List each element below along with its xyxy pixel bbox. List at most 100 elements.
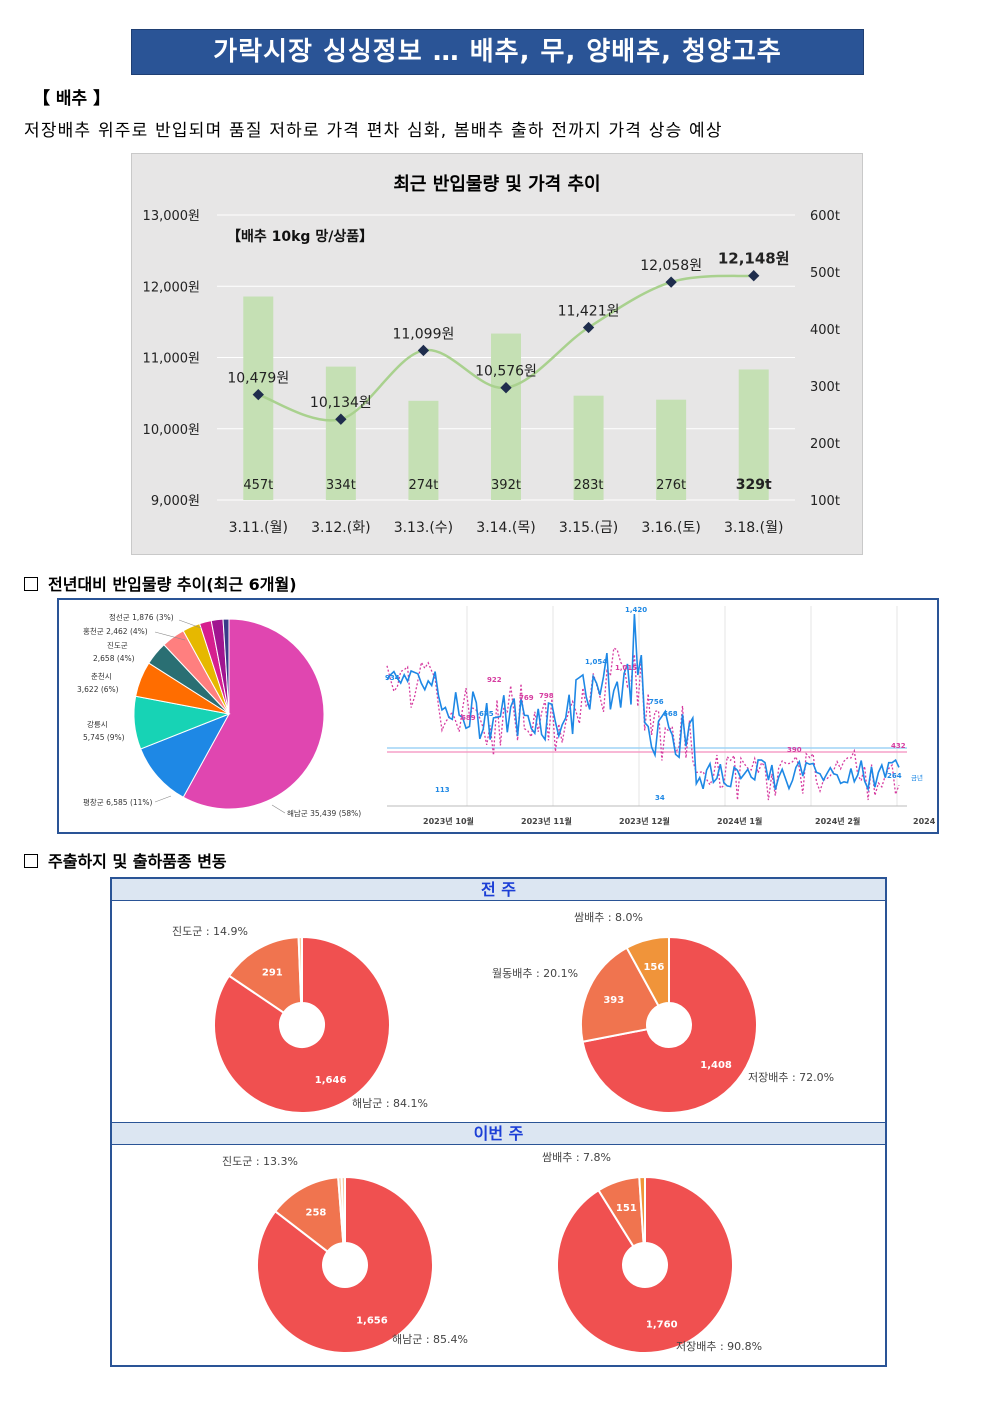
x-tick-label: 3.15.(금) (559, 520, 618, 536)
y-right-tick: 500t (810, 266, 840, 281)
volume-bar (656, 399, 687, 500)
checkbox-icon (24, 854, 38, 868)
section-yoy-heading: 전년대비 반입물량 추이(최근 6개월) (24, 571, 297, 595)
x-tick-label: 3.12.(화) (311, 520, 370, 536)
donut-slice (581, 935, 758, 1114)
x-tick-label: 3.11.(월) (229, 520, 288, 536)
donut-value-label: 151 (616, 1203, 637, 1214)
series-annotation: 113 (435, 786, 450, 794)
month-label: 2024년 1월 (717, 816, 762, 826)
pie-leader (271, 804, 286, 814)
yoy-line-chart: 2023년 10월 2023년 11월 2023년 12월 2024년 1월 2024년… (385, 606, 935, 826)
series-annotation: 798 (539, 692, 554, 700)
donut-value-label: 1,408 (700, 1060, 732, 1071)
volume-label: 457t (243, 478, 273, 493)
series-annotation: 668 (663, 710, 678, 718)
x-tick-label: 3.16.(토) (641, 520, 700, 536)
series-annotation: 934 (385, 674, 400, 682)
price-marker (748, 270, 760, 282)
y-left-tick: 9,000원 (151, 494, 200, 509)
yoy-image-panel: 해남군 35,439 (58%) 평창군 6,585 (11%) 강릉시 5,745 … (57, 598, 939, 834)
donut-value-label: 156 (643, 962, 664, 973)
donut-slice (297, 935, 303, 1005)
section-label-cabbage: 【 배추 】 (33, 89, 111, 109)
y-right-tick: 100t (810, 494, 840, 509)
pie-label: 춘천시 (91, 671, 112, 681)
series-annotation: 390 (787, 746, 802, 754)
pie-leader (154, 631, 186, 641)
price-label: 10,134원 (310, 395, 372, 411)
current-year-series (386, 613, 900, 792)
series-annotation: 432 (891, 742, 906, 750)
donut-slice (340, 1175, 346, 1245)
donut-value-label: 258 (306, 1207, 327, 1218)
pie-slice (140, 713, 231, 798)
prev-week-band: 전 주 (112, 879, 885, 901)
x-tick-label: 3.18.(월) (724, 520, 783, 536)
donut-slice (625, 935, 670, 1008)
series-annotation: 1,420 (625, 606, 647, 614)
y-left-tick: 10,000원 (143, 423, 200, 438)
y-right-tick: 200t (810, 437, 840, 452)
volume-bar (738, 369, 769, 500)
donut-slice (227, 936, 303, 1015)
checkbox-icon (24, 577, 38, 591)
this-week-band: 이번 주 (112, 1122, 885, 1145)
origin-pie-chart: 해남군 35,439 (58%) 평창군 6,585 (11%) 강릉시 5,745 … (77, 612, 361, 818)
y-right-tick: 400t (810, 323, 840, 338)
y-left-tick: 11,000원 (143, 352, 200, 367)
pie-leader (178, 619, 202, 629)
volume-bar (408, 400, 439, 500)
volume-label: 329t (736, 477, 772, 493)
donut-value-label: 1,656 (356, 1316, 388, 1327)
donut-slice (273, 1176, 345, 1253)
pie-label: 5,745 (9%) (83, 733, 125, 742)
donut-value-label: 291 (262, 968, 283, 979)
price-marker (252, 388, 264, 401)
month-label: 2023년 10월 (423, 816, 474, 826)
pie-label: 3,622 (6%) (77, 685, 119, 694)
month-label: 2023년 12월 (619, 816, 670, 826)
price-marker (582, 321, 595, 334)
chart-title: 최근 반입물량 및 가격 추이 (393, 174, 601, 195)
volume-label: 274t (408, 478, 438, 493)
series-annotation: 675 (479, 710, 494, 718)
y-right-tick: 600t (810, 209, 840, 224)
pie-label: 진도군 (107, 640, 128, 650)
section-yoy-label: 전년대비 반입물량 추이(최근 6개월) (48, 575, 297, 594)
series-annotation: 1,015 (615, 664, 637, 672)
donut-value-label: 393 (603, 995, 624, 1006)
donut-slice (556, 1175, 734, 1354)
volume-price-chart: 최근 반입물량 및 가격 추이 13,000원 12,000원 11,000원 10,… (131, 153, 863, 555)
x-tick-label: 3.13.(수) (394, 520, 453, 536)
volume-label: 283t (574, 478, 604, 493)
volume-label: 392t (491, 478, 521, 493)
donut-slice (213, 935, 391, 1114)
pie-leader (154, 795, 172, 803)
pie-label: 2,658 (4%) (93, 654, 135, 663)
volume-bar (325, 366, 356, 500)
price-label: 11,099원 (392, 326, 454, 342)
price-marker (335, 413, 347, 425)
volume-price-chart-svg: 13,000원 12,000원 11,000원 10,000원 9,000원 600t 50… (143, 209, 840, 536)
summary-text: 저장배추 위주로 반입되며 품질 저하로 가격 편차 심화, 봄배추 출하 전까… (24, 121, 723, 141)
section-origin-label: 주출하지 및 출하품종 변동 (48, 852, 227, 871)
donut-name-label: 월동배추 : 20.1% (492, 967, 578, 980)
pie-slice (182, 618, 325, 810)
volume-bar (573, 395, 604, 500)
price-label: 11,421원 (558, 304, 620, 320)
legend-current: 금년 (911, 773, 923, 782)
volume-bar (491, 333, 521, 500)
pie-slice (222, 618, 230, 715)
donut-name-label: 해남군 : 84.1% (352, 1096, 428, 1110)
volume-label: 334t (326, 478, 356, 493)
series-annotation: 922 (487, 676, 502, 684)
donut-value-label: 1,646 (315, 1075, 347, 1086)
series-annotation: 1,054 (585, 658, 607, 666)
price-label: 12,148원 (718, 250, 790, 268)
donut-slice (256, 1175, 434, 1354)
series-annotation: 769 (519, 694, 534, 702)
donut-name-label: 저장배추 : 72.0% (748, 1071, 834, 1084)
prev-week-donuts: 1,646 291 해남군 : 84.1% 진도군 : 14.9% 1,408 393 15… (172, 911, 834, 1114)
pie-label: 강릉시 (87, 719, 108, 729)
